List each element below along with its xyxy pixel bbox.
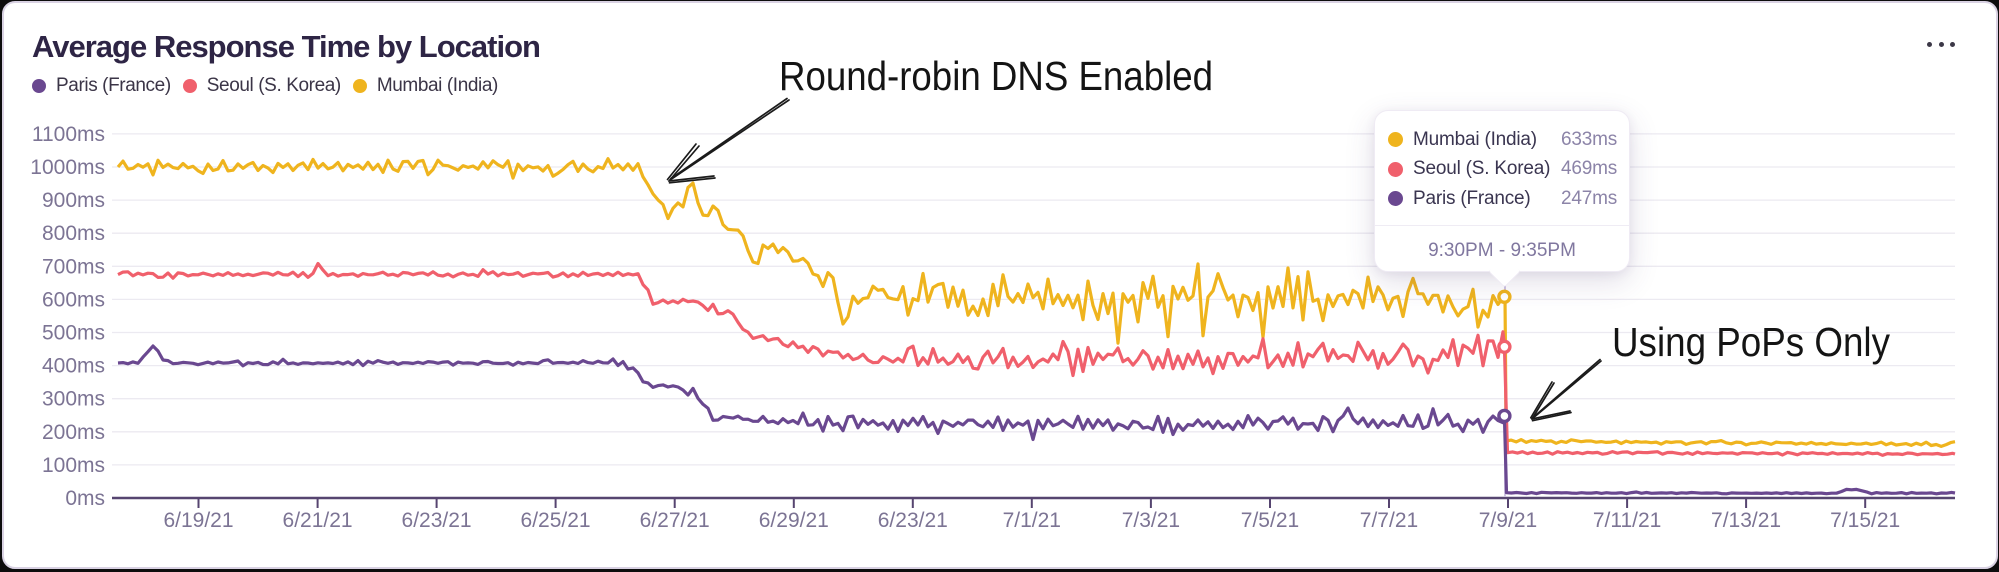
svg-text:7/7/21: 7/7/21 bbox=[1360, 509, 1418, 532]
svg-text:7/1/21: 7/1/21 bbox=[1003, 509, 1061, 532]
svg-text:6/27/21: 6/27/21 bbox=[640, 509, 710, 532]
svg-text:Using PoPs Only: Using PoPs Only bbox=[1612, 319, 1890, 365]
svg-text:6/23/21: 6/23/21 bbox=[402, 509, 472, 532]
svg-text:7/15/21: 7/15/21 bbox=[1830, 509, 1900, 532]
svg-text:600ms: 600ms bbox=[42, 288, 105, 311]
svg-text:900ms: 900ms bbox=[42, 189, 105, 212]
svg-text:0ms: 0ms bbox=[65, 487, 105, 510]
svg-text:1000ms: 1000ms bbox=[30, 156, 105, 179]
svg-text:6/23/21: 6/23/21 bbox=[878, 509, 948, 532]
svg-text:7/11/21: 7/11/21 bbox=[1593, 509, 1662, 532]
svg-text:7/13/21: 7/13/21 bbox=[1711, 509, 1781, 532]
svg-text:800ms: 800ms bbox=[42, 222, 105, 245]
svg-text:7/5/21: 7/5/21 bbox=[1241, 509, 1299, 532]
svg-text:7/3/21: 7/3/21 bbox=[1122, 509, 1180, 532]
svg-text:7/9/21: 7/9/21 bbox=[1479, 509, 1537, 532]
svg-text:100ms: 100ms bbox=[42, 454, 105, 477]
svg-text:6/21/21: 6/21/21 bbox=[283, 509, 353, 532]
svg-text:500ms: 500ms bbox=[42, 322, 105, 345]
svg-text:6/25/21: 6/25/21 bbox=[521, 509, 591, 532]
svg-text:Round-robin DNS Enabled: Round-robin DNS Enabled bbox=[779, 53, 1213, 99]
svg-text:300ms: 300ms bbox=[42, 388, 105, 411]
svg-text:700ms: 700ms bbox=[42, 255, 105, 278]
svg-text:1100ms: 1100ms bbox=[32, 123, 105, 146]
svg-text:400ms: 400ms bbox=[42, 355, 105, 378]
svg-text:200ms: 200ms bbox=[42, 421, 105, 444]
svg-text:6/29/21: 6/29/21 bbox=[759, 509, 829, 532]
svg-text:6/19/21: 6/19/21 bbox=[163, 509, 233, 532]
